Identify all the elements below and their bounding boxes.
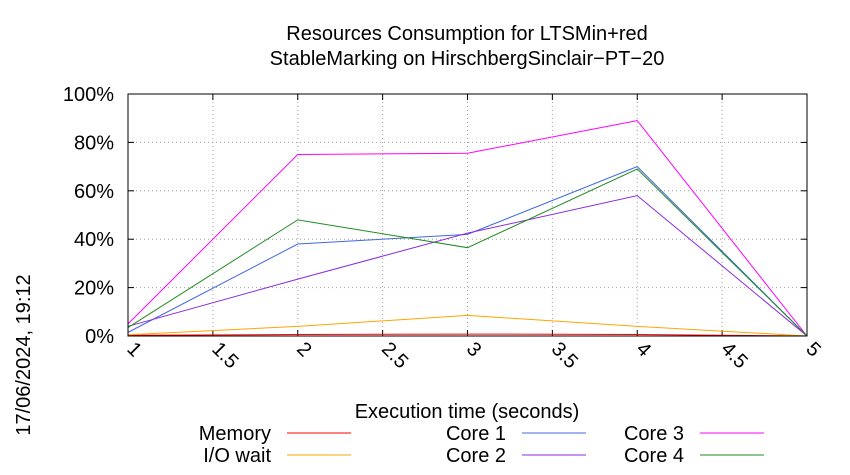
- series-line-core-4: [127, 168, 808, 337]
- x-tick-label: 1.5: [207, 338, 242, 373]
- chart-title-line-1: Resources Consumption for LTSMin+red: [286, 23, 647, 45]
- x-tick-label: 4: [632, 338, 655, 361]
- series-line-core-2: [127, 195, 808, 337]
- legend-label-core-2: Core 2: [446, 445, 506, 467]
- series-line-core-1: [127, 166, 808, 337]
- series-line-i-o-wait: [127, 314, 808, 337]
- chart-title-line-2: StableMarking on HirschbergSinclair−PT−2…: [270, 48, 665, 70]
- y-tick-label: 60%: [74, 181, 114, 203]
- y-tick-label: 40%: [74, 229, 114, 251]
- x-tick-label: 1: [122, 338, 145, 361]
- y-tick-label: 80%: [74, 132, 114, 154]
- x-tick-label: 5: [801, 338, 824, 361]
- legend-label-i-o-wait: I/O wait: [203, 445, 271, 467]
- x-tick-label: 3.5: [547, 338, 582, 373]
- series-line-core-3: [127, 120, 808, 337]
- grid: [128, 94, 807, 336]
- legend-label-memory: Memory: [199, 423, 271, 445]
- timestamp-label: 17/06/2024, 19:12: [13, 274, 35, 435]
- plot-frame: [127, 93, 808, 337]
- y-tick-label: 20%: [74, 278, 114, 300]
- x-axis-label: Execution time (seconds): [355, 401, 580, 423]
- x-tick-label: 2.5: [377, 338, 412, 373]
- legend-label-core-4: Core 4: [624, 445, 684, 467]
- series-lines: [127, 120, 808, 337]
- legend-label-core-3: Core 3: [624, 423, 684, 445]
- y-tick-label: 100%: [63, 84, 114, 106]
- axes: 0% 20% 40% 60% 80% 100% 1 1.5 2 2.5 3 3.5 4 4.5 5: [63, 84, 825, 373]
- x-tick-label: 2: [292, 338, 315, 361]
- x-tick-label: 4.5: [717, 338, 752, 373]
- x-tick-label: 3: [462, 338, 485, 361]
- series-line-memory: [127, 333, 808, 337]
- legend-label-core-1: Core 1: [446, 423, 506, 445]
- y-tick-label: 0%: [85, 326, 114, 348]
